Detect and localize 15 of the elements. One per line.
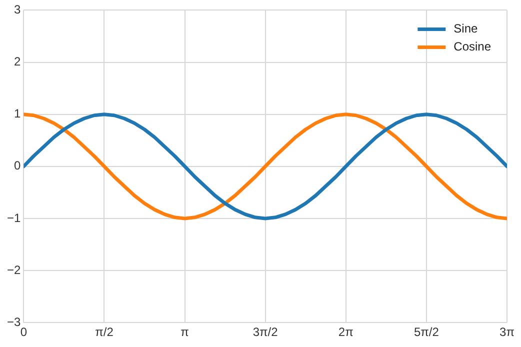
y-tick-label: −1: [6, 210, 21, 225]
y-tick-label: 1: [14, 106, 21, 121]
legend-label: Cosine: [454, 40, 492, 54]
y-tick-label: −3: [6, 314, 21, 329]
x-tick-label: 5π/2: [414, 325, 440, 340]
x-tick-label: 3π/2: [252, 325, 278, 340]
legend-label: Sine: [454, 22, 478, 36]
x-tick-label: π: [180, 325, 189, 340]
y-tick-label: 2: [14, 54, 21, 69]
y-tick-label: 3: [14, 2, 21, 17]
x-tick-label: π/2: [95, 325, 114, 340]
y-tick-label: 0: [14, 158, 21, 173]
y-tick-label: −2: [6, 262, 21, 277]
x-tick-label: 2π: [338, 325, 354, 340]
x-tick-label: 3π: [500, 325, 514, 340]
